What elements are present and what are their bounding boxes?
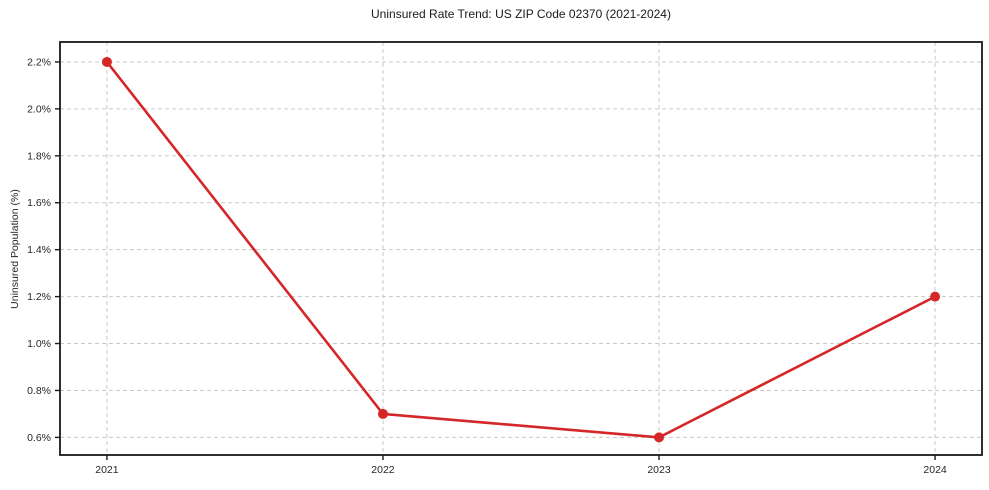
x-tick-label: 2024: [923, 464, 947, 476]
y-tick-label: 2.2%: [27, 56, 51, 68]
data-point: [101, 56, 112, 67]
x-tick-label: 2022: [371, 464, 395, 476]
y-tick-label: 0.8%: [27, 385, 51, 397]
y-tick-label: 2.0%: [27, 103, 51, 115]
x-tick-label: 2023: [647, 464, 671, 476]
data-point: [930, 291, 941, 302]
data-point: [654, 432, 665, 443]
y-tick-label: 1.2%: [27, 291, 51, 303]
x-tick-label: 2021: [95, 464, 119, 476]
y-tick-label: 1.8%: [27, 150, 51, 162]
data-point: [377, 408, 388, 419]
y-tick-label: 1.0%: [27, 338, 51, 350]
chart-title: Uninsured Rate Trend: US ZIP Code 02370 …: [371, 7, 671, 21]
y-tick-label: 1.6%: [27, 197, 51, 209]
y-tick-label: 0.6%: [27, 432, 51, 444]
trend-line: [105, 60, 937, 439]
y-tick-label: 1.4%: [27, 244, 51, 256]
plot-frame: [59, 41, 983, 456]
